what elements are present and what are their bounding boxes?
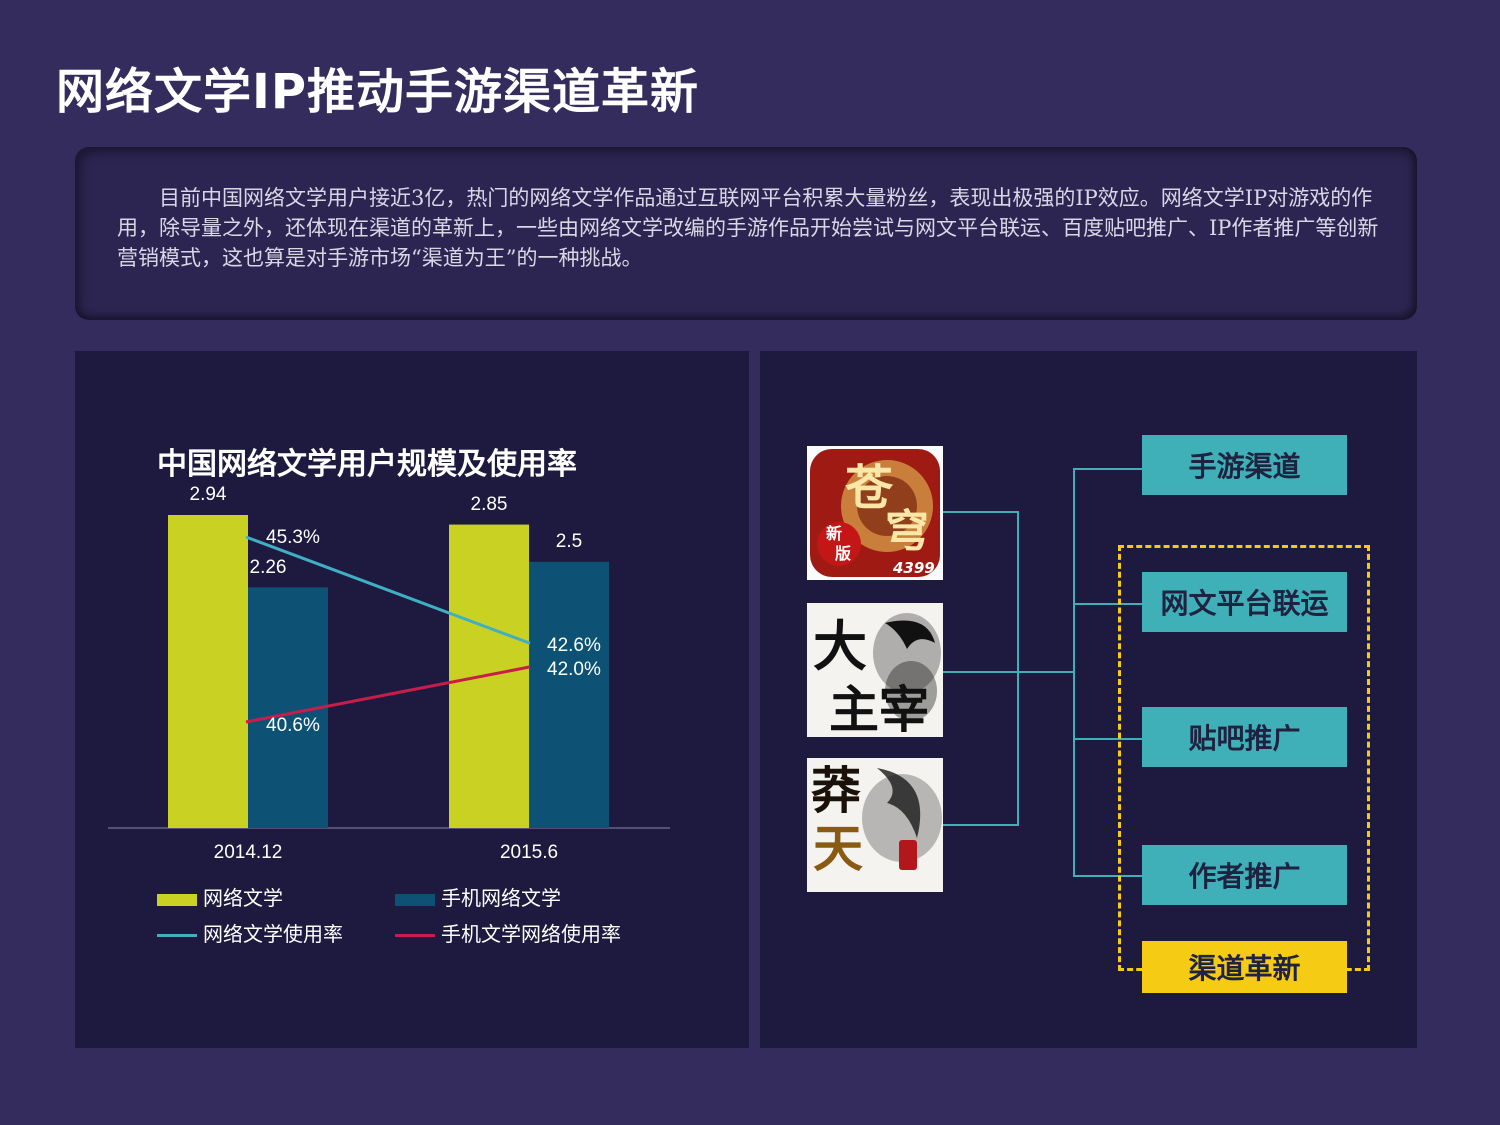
legend-swatch xyxy=(157,893,197,906)
channel-box-mobile-game: 手游渠道 xyxy=(1142,435,1347,495)
connector-line xyxy=(1073,603,1143,605)
bar-value-label: 2.85 xyxy=(471,494,508,515)
connector-line xyxy=(943,511,1019,513)
mangtianji-game-icon: 莽 天 xyxy=(807,758,943,892)
svg-text:苍: 苍 xyxy=(845,460,894,516)
legend-label: 手机网络文学 xyxy=(441,886,561,910)
connector-line xyxy=(943,824,1019,826)
rate-value-label: 45.3% xyxy=(266,527,320,548)
channel-box-tieba: 贴吧推广 xyxy=(1142,707,1347,767)
svg-text:新: 新 xyxy=(826,524,842,543)
intro-box: 目前中国网络文学用户接近3亿，热门的网络文学作品通过互联网平台积累大量粉丝，表现… xyxy=(75,147,1417,320)
chart-canvas: 2.94 2.85 2.26 2.5 45.3% 42.6% 40.6% 42.0% 2014.… xyxy=(108,484,670,863)
intro-text: 目前中国网络文学用户接近3亿，热门的网络文学作品通过互联网平台积累大量粉丝，表现… xyxy=(117,186,1379,270)
bar-value-label: 2.94 xyxy=(190,484,227,505)
bar-1-2014.12 xyxy=(168,515,248,828)
cangqiong-game-icon: 苍 穹 新 版 4399 xyxy=(807,446,943,580)
connector-line xyxy=(1073,468,1143,470)
legend-item-line-2: 手机文学网络使用率 xyxy=(395,918,621,947)
svg-text:莽: 莽 xyxy=(811,761,861,820)
bar-value-label: 2.5 xyxy=(556,531,582,552)
channel-diagram-panel: 苍 穹 新 版 4399 大 主宰 莽 天 xyxy=(760,351,1417,1048)
bar-2-2015.6 xyxy=(529,561,609,828)
channel-box-author: 作者推广 xyxy=(1142,845,1347,905)
x-tick-label: 2014.12 xyxy=(214,842,283,863)
legend-item-bar-2: 手机网络文学 xyxy=(395,882,561,911)
svg-text:天: 天 xyxy=(813,819,863,878)
connector-line xyxy=(1073,738,1143,740)
svg-text:穹: 穹 xyxy=(885,506,929,557)
svg-text:大: 大 xyxy=(813,614,867,678)
rate-line-1 xyxy=(245,535,531,645)
chart-panel: 2.94 2.85 2.26 2.5 45.3% 42.6% 40.6% 42.0% 2014.… xyxy=(75,351,749,1048)
x-tick-label: 2015.6 xyxy=(500,842,558,863)
rate-value-label: 42.0% xyxy=(547,659,601,680)
legend-label: 手机文学网络使用率 xyxy=(441,922,621,946)
channel-innovation-label: 渠道革新 xyxy=(1142,941,1347,993)
page-title: 网络文学IP推动手游渠道革新 xyxy=(56,64,700,120)
legend-label: 网络文学 xyxy=(203,886,283,910)
connector-line xyxy=(1017,511,1019,826)
legend-swatch xyxy=(157,934,197,937)
chart-title: 中国网络文学用户规模及使用率 xyxy=(157,447,577,482)
bar-value-label: 2.26 xyxy=(250,557,287,578)
dazhuzai-game-icon: 大 主宰 xyxy=(807,603,943,737)
channel-box-platform: 网文平台联运 xyxy=(1142,572,1347,632)
legend-swatch xyxy=(395,893,435,906)
game-badge: 4399 xyxy=(892,559,935,577)
svg-text:版: 版 xyxy=(834,544,851,563)
rate-line-2 xyxy=(245,665,531,724)
legend-label: 网络文学使用率 xyxy=(203,922,343,946)
rate-value-label: 42.6% xyxy=(547,635,601,656)
legend-item-bar-1: 网络文学 xyxy=(157,882,283,911)
connector-line xyxy=(943,671,1073,673)
rate-value-label: 40.6% xyxy=(266,715,320,736)
legend-swatch xyxy=(395,934,435,937)
connector-line xyxy=(1073,875,1143,877)
connector-line xyxy=(1073,468,1075,876)
legend-item-line-1: 网络文学使用率 xyxy=(157,918,343,947)
svg-text:主宰: 主宰 xyxy=(829,680,929,737)
